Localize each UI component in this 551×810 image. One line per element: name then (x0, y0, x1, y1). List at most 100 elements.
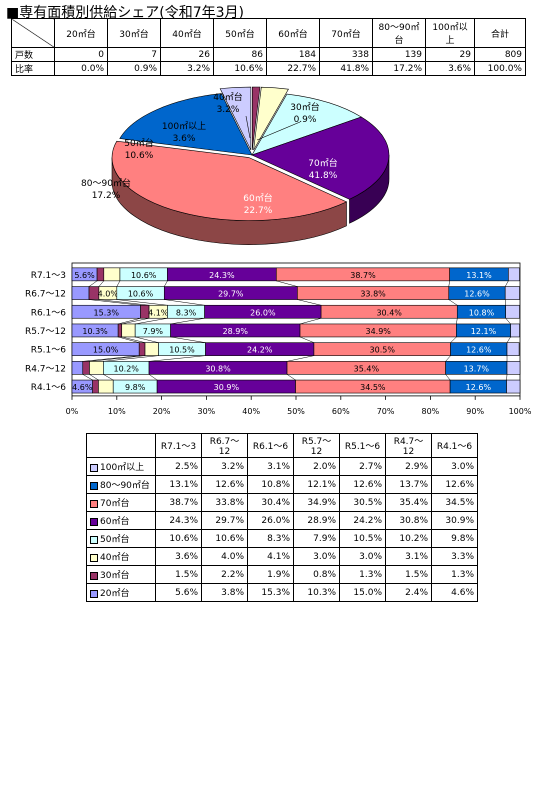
x-tick-label: 70% (377, 407, 395, 416)
corner-cell (11, 18, 55, 48)
bar-data-label: 24.3% (209, 271, 235, 280)
table-row: 80～90㎡台 13.1% 12.6% 10.8% 12.1% 12.6% 13.7% 12.… (86, 475, 478, 494)
bar-data-label: 30.4% (376, 308, 402, 317)
bar-segment (506, 342, 520, 356)
legend-label: 40㎡台 (100, 553, 130, 563)
cell: 34.9% (293, 493, 340, 512)
bar-segment (506, 361, 521, 375)
cell: 1.5% (385, 565, 432, 584)
x-tick-label: 0% (66, 407, 79, 416)
bar-data-label: 9.8% (125, 383, 146, 392)
cell: 24.3% (155, 511, 202, 530)
pie-label-category: 80～90㎡台 (81, 177, 131, 189)
bar-data-label: 26.0% (250, 308, 276, 317)
pie-slice (111, 140, 348, 221)
cell: 17.2% (372, 61, 426, 76)
series-connector-line (170, 318, 205, 325)
pie-label-value: 3.6% (173, 134, 196, 144)
legend-swatch (90, 481, 98, 490)
pie-label-category: 40㎡台 (213, 91, 242, 103)
col-header: 30㎡台 (107, 18, 161, 48)
cell: 3.0% (339, 547, 386, 566)
cell: 15.3% (247, 583, 294, 602)
units-table-header: 20㎡台 30㎡台 40㎡台 50㎡台 60㎡台 70㎡台 80～90㎡台 10… (11, 18, 526, 48)
cell: 30.8% (385, 511, 432, 530)
cell: 2.5% (155, 457, 202, 476)
legend-swatch (90, 553, 98, 562)
series-connector-line (98, 280, 104, 287)
cell: 10.2% (385, 529, 432, 548)
bar-data-label: 4.0% (98, 290, 119, 299)
cell: 41.8% (319, 61, 373, 76)
bar-segment (71, 361, 84, 375)
bar-data-label: 4.1% (148, 308, 169, 317)
legend-row-label: 50㎡台 (86, 529, 156, 548)
col-header: 合計 (474, 18, 526, 48)
series-connector-line (164, 280, 168, 287)
bar-segment (92, 379, 99, 394)
cell: 10.3% (293, 583, 340, 602)
cell: 3.1% (385, 547, 432, 566)
bar-data-label: 35.4% (354, 364, 380, 373)
cell: 0 (54, 47, 108, 62)
bar-segment (96, 267, 105, 282)
x-tick-label: 60% (332, 407, 350, 416)
legend-row-label: 20㎡台 (86, 583, 156, 602)
series-connector-line (286, 374, 296, 381)
cell: 29.7% (201, 511, 248, 530)
bar-data-label: 29.7% (218, 290, 244, 299)
bar-data-label: 12.6% (466, 346, 492, 355)
cell: 2.9% (385, 457, 432, 476)
cell: 0.0% (54, 61, 108, 76)
pie-chart: 30㎡台 0.9% 40㎡台 3.2% 50㎡台 10.6% 60㎡台 22.7% 70㎡台 41… (81, 86, 390, 245)
x-tick-label: 80% (422, 407, 440, 416)
series-connector-line (103, 355, 159, 362)
cell: 35.4% (385, 493, 432, 512)
cell: 3.2% (160, 61, 214, 76)
row-header: 戸数 (11, 47, 55, 62)
cell: 2.0% (293, 457, 340, 476)
bar-segment (117, 323, 123, 338)
bar-segment (506, 379, 521, 394)
cell: 2.2% (201, 565, 248, 584)
series-connector-line (450, 336, 457, 343)
page-title: ■専有面積別供給シェア(令和7年3月) (6, 5, 244, 21)
bar-segment (510, 323, 520, 338)
table-row: 戸数 0 7 26 86 184 338 139 29 809 (11, 47, 526, 62)
cell: 7.9% (293, 529, 340, 548)
stacked-bar-chart: 0% 10% 20% 30% 40% 50% 60% 70% 80% 90% 100% R7.1～3 5… (25, 262, 532, 416)
pie-slice (251, 86, 261, 151)
legend-swatch (90, 517, 98, 526)
bar-data-label: 12.1% (471, 327, 497, 336)
cell: 2.4% (385, 583, 432, 602)
bar-data-label: 8.3% (176, 308, 197, 317)
x-tick-label: 40% (242, 407, 260, 416)
cell: 3.0% (431, 457, 478, 476)
corner-cell (86, 433, 156, 458)
col-header: 60㎡台 (266, 18, 320, 48)
table-row: 60㎡台 24.3% 29.7% 26.0% 28.9% 24.2% 30.8% 30.9% (86, 511, 478, 530)
percent-table: R7.1～3 R6.7～12 R6.1～6 R5.7～12 R5.1～6 R4.7～12 R… (86, 433, 478, 602)
legend-label: 60㎡台 (100, 517, 130, 527)
legend-swatch (90, 535, 98, 544)
cell: 0.9% (107, 61, 161, 76)
table-row: 50㎡台 10.6% 10.6% 8.3% 7.9% 10.5% 10.2% 9.8% (86, 529, 478, 548)
series-connector-line (506, 336, 511, 343)
col-header: R5.1～6 (339, 433, 386, 458)
bar-data-label: 10.3% (82, 327, 108, 336)
pie-label-value: 10.6% (125, 151, 154, 161)
col-header: R4.1～6 (431, 433, 478, 458)
bar-segment (144, 342, 159, 356)
bar-segment (505, 304, 520, 319)
bar-segment (504, 286, 520, 300)
cell: 1.3% (431, 565, 478, 584)
category-label: R6.7～12 (25, 290, 66, 300)
cell: 1.9% (247, 565, 294, 584)
cell: 26 (160, 47, 214, 62)
legend-label: 70㎡台 (100, 499, 130, 509)
series-connector-line (88, 299, 141, 306)
pie-label-value: 41.8% (309, 171, 338, 181)
bar-data-label: 33.8% (360, 290, 386, 299)
cell: 3.6% (155, 547, 202, 566)
series-connector-line (116, 280, 121, 287)
